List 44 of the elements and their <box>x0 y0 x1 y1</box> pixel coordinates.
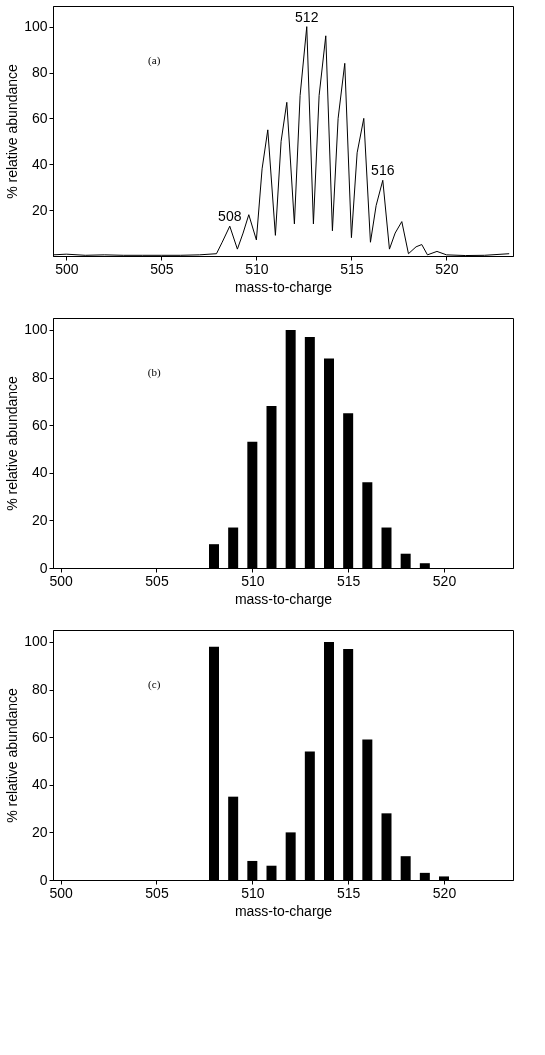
y-tick-label: 60 <box>31 416 48 433</box>
x-tick-label: 505 <box>145 572 169 589</box>
annotation: (b) <box>147 366 161 379</box>
x-axis-title: mass-to-charge <box>234 590 333 607</box>
annotation: (a) <box>148 54 161 67</box>
y-tick-label: 80 <box>31 369 48 386</box>
y-tick-label: 60 <box>31 109 48 126</box>
x-tick-label: 510 <box>245 260 269 277</box>
y-tick-label: 80 <box>31 681 48 698</box>
x-axis-title: mass-to-charge <box>234 278 333 295</box>
annotation: (c) <box>148 678 161 691</box>
x-tick-label: 500 <box>49 572 74 589</box>
annotation: 508 <box>218 208 242 225</box>
y-tick-label: 0 <box>39 559 48 576</box>
annotation: 512 <box>295 8 319 25</box>
y-tick-label: 100 <box>24 321 48 338</box>
x-tick-label: 520 <box>432 572 457 589</box>
y-tick-label: 100 <box>24 633 48 650</box>
y-tick-label: 20 <box>31 511 48 528</box>
y-tick-label: 40 <box>31 155 48 172</box>
y-axis-title: % relative abundance <box>4 375 21 511</box>
y-axis-title: % relative abundance <box>4 63 21 199</box>
x-tick-label: 515 <box>336 884 361 901</box>
x-axis-title: mass-to-charge <box>234 902 333 919</box>
annotation: 516 <box>371 162 395 179</box>
x-tick-label: 520 <box>432 884 457 901</box>
x-tick-label: 505 <box>145 884 169 901</box>
y-tick-label: 20 <box>31 823 48 840</box>
y-tick-label: 80 <box>31 64 48 81</box>
y-tick-label: 40 <box>31 776 48 793</box>
y-tick-label: 60 <box>31 728 48 745</box>
y-tick-label: 20 <box>31 201 48 218</box>
y-tick-label: 0 <box>39 871 48 888</box>
x-tick-label: 500 <box>55 260 79 277</box>
x-tick-label: 515 <box>340 260 364 277</box>
x-tick-label: 520 <box>435 260 459 277</box>
x-tick-label: 510 <box>241 884 265 901</box>
x-tick-label: 515 <box>336 572 361 589</box>
x-tick-label: 500 <box>49 884 74 901</box>
y-tick-label: 100 <box>24 18 48 35</box>
y-axis-title: % relative abundance <box>4 687 21 823</box>
x-tick-label: 505 <box>150 260 174 277</box>
y-tick-label: 40 <box>31 464 48 481</box>
x-tick-label: 510 <box>241 572 265 589</box>
